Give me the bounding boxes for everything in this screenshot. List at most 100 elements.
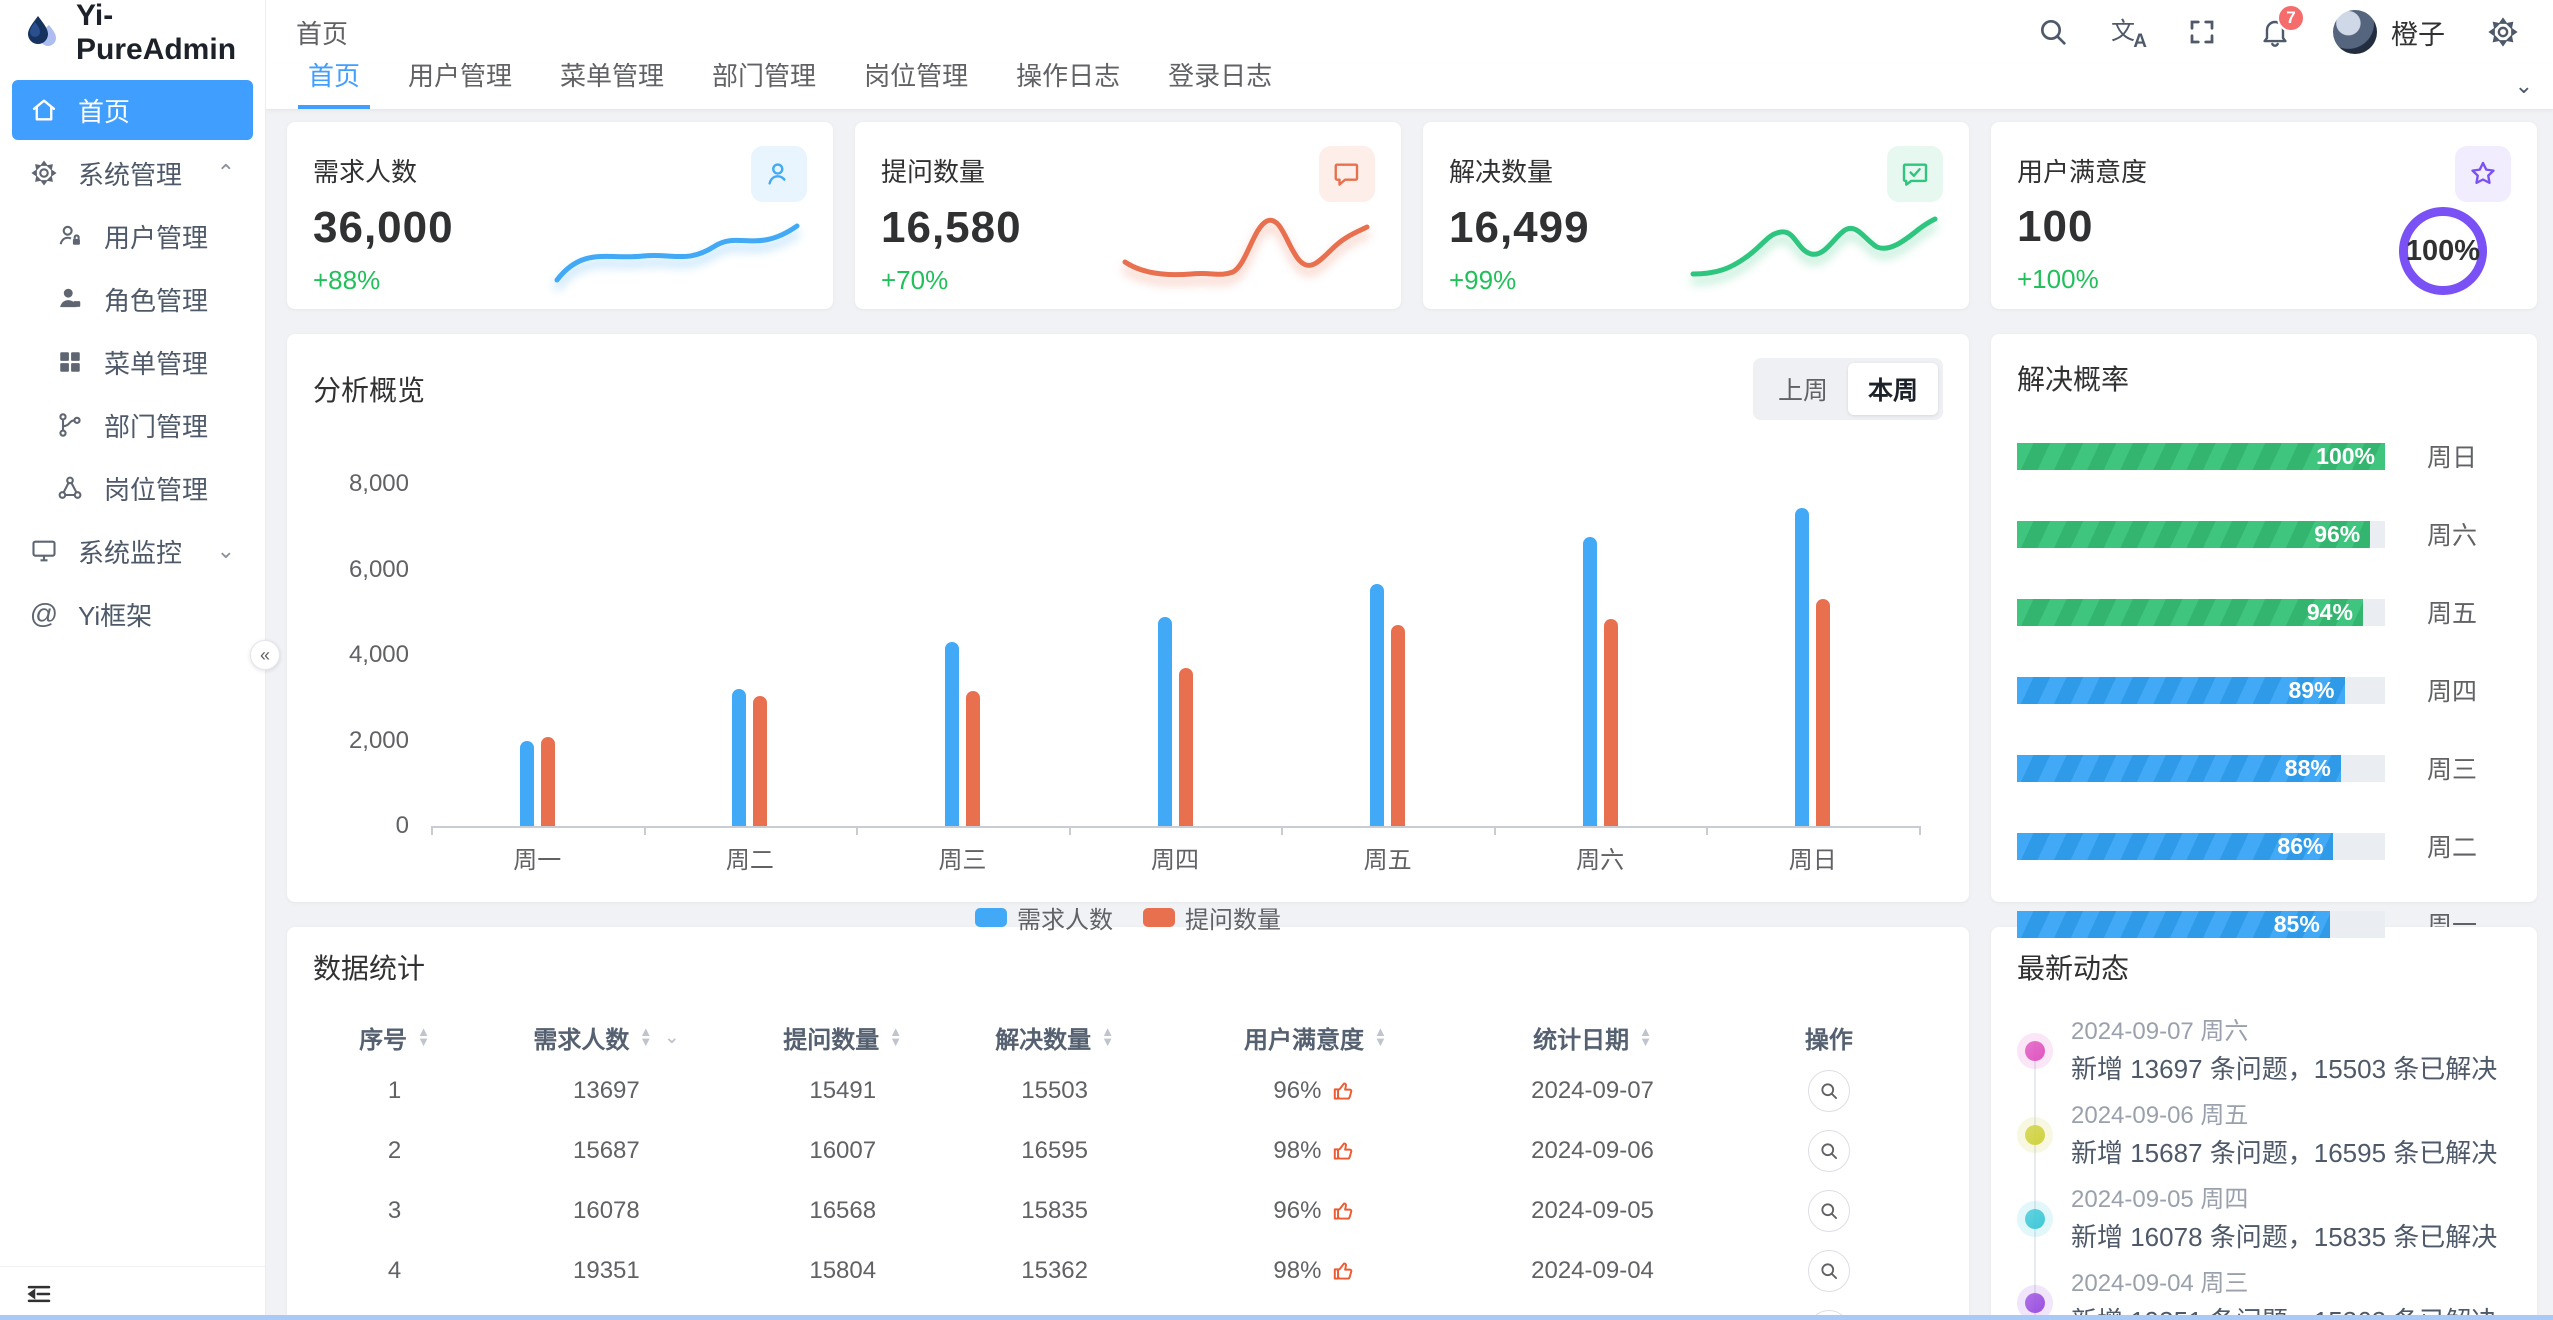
bar-groups: 周一 周二 周三 周四 周五 周六 周日 bbox=[431, 484, 1919, 874]
row-search-button[interactable] bbox=[1807, 1070, 1850, 1112]
fullscreen-icon[interactable] bbox=[2187, 17, 2217, 47]
chevron-down-icon: ⌄ bbox=[216, 538, 235, 563]
week-toggle: 上周 本周 bbox=[1752, 358, 1943, 420]
tab-部门管理[interactable]: 部门管理 bbox=[712, 61, 817, 91]
sort-carets-icon[interactable]: ▲ ▼ bbox=[1101, 1024, 1115, 1049]
questions-sparkline bbox=[1122, 217, 1370, 278]
menu-fold-icon[interactable] bbox=[24, 1279, 54, 1309]
tab-登录日志[interactable]: 登录日志 bbox=[1168, 61, 1273, 91]
settings-gear-icon[interactable] bbox=[2487, 16, 2519, 48]
analysis-overview-card: 分析概览 上周 本周 周一 周二 周三 周四 周五 周六 周日 8,000 6,000 4,000… bbox=[287, 334, 1969, 934]
user-icon bbox=[751, 146, 807, 202]
timeline-date: 2024-09-05 周四 bbox=[2071, 1186, 2249, 1213]
x-axis-label: 周五 bbox=[1363, 847, 1412, 874]
bar-group-周二: 周二 bbox=[644, 484, 857, 874]
progress-fill: 100% bbox=[2017, 442, 2385, 470]
satisfaction-ring: 100% bbox=[2399, 207, 2487, 295]
user-menu[interactable]: 橙子 bbox=[2333, 10, 2445, 54]
cell-satisfaction: 96% bbox=[1161, 1197, 1471, 1225]
column-header-用户满意度[interactable]: 用户满意度 ▲ ▼ bbox=[1161, 1020, 1471, 1055]
cell-no: 3 bbox=[387, 1197, 402, 1224]
progress-value: 96% bbox=[2314, 520, 2361, 547]
sort-carets-icon[interactable]: ▲ ▼ bbox=[639, 1024, 653, 1049]
sort-carets-icon[interactable]: ▲ ▼ bbox=[1373, 1024, 1387, 1049]
sidebar-item-system-monitor[interactable]: 系统监控 ⌄ bbox=[12, 521, 253, 581]
row-search-button[interactable] bbox=[1807, 1190, 1850, 1232]
cell-operation bbox=[1715, 1190, 1943, 1232]
sidebar-item-post-management[interactable]: 岗位管理 bbox=[12, 458, 253, 518]
x-axis-tick bbox=[431, 826, 433, 835]
table-row: 1 13697 15491 15503 96% 2024-09-07 bbox=[313, 1061, 1943, 1121]
sidebar-item-department-management[interactable]: 部门管理 bbox=[12, 395, 253, 455]
progress-day-label: 周五 bbox=[2427, 600, 2478, 628]
stat-card-satisfaction: 用户满意度 100 +100% 100% bbox=[1991, 122, 2537, 309]
cell-solved: 15362 bbox=[1021, 1257, 1088, 1284]
timeline-item: 2024-09-04 周三新增 19351 条问题，15362 条已解决 bbox=[2025, 1269, 2511, 1320]
column-header-提问数量[interactable]: 提问数量 ▲ ▼ bbox=[737, 1020, 949, 1055]
sidebar-collapse-button[interactable]: « bbox=[250, 640, 280, 670]
sidebar-item-user-management[interactable]: 用户管理 bbox=[12, 206, 253, 266]
progress-fill: 86% bbox=[2017, 832, 2334, 860]
sidebar-item-yi-framework[interactable]: @ Yi框架 bbox=[29, 598, 153, 631]
column-label: 解决数量 bbox=[995, 1026, 1092, 1054]
menu-grid-icon bbox=[54, 349, 86, 375]
sort-carets-icon[interactable]: ▲ ▼ bbox=[1639, 1024, 1652, 1049]
filter-chevron-down-icon[interactable]: ⌄ bbox=[664, 1026, 680, 1047]
sidebar-item-menu-management[interactable]: 菜单管理 bbox=[12, 332, 253, 392]
x-axis-tick bbox=[643, 826, 646, 835]
sort-carets-icon[interactable]: ▲ ▼ bbox=[417, 1024, 430, 1049]
bar-chart-plot: 周一 周二 周三 周四 周五 周六 周日 8,000 6,000 4,000 2,000 0 bbox=[349, 470, 1921, 874]
x-axis-tick bbox=[1281, 826, 1284, 835]
sidebar-item-role-management[interactable]: 角色管理 bbox=[12, 269, 253, 329]
column-header-统计日期[interactable]: 统计日期 ▲ ▼ bbox=[1470, 1020, 1715, 1055]
cell-date: 2024-09-07 bbox=[1531, 1077, 1654, 1104]
legend-item-提问数量[interactable]: 提问数量 bbox=[1143, 900, 1281, 935]
bar-提问数量 bbox=[1816, 599, 1831, 826]
demand-sparkline bbox=[554, 223, 800, 283]
notification-badge: 7 bbox=[2277, 4, 2305, 32]
sidebar-item-home[interactable]: 首页 bbox=[12, 80, 253, 140]
toggle-上周[interactable]: 上周 bbox=[1777, 377, 1828, 405]
row-search-button[interactable] bbox=[1807, 1250, 1850, 1292]
bar-group-周一: 周一 bbox=[431, 484, 644, 874]
x-axis-label: 周三 bbox=[938, 847, 987, 874]
column-header-序号[interactable]: 序号 ▲ ▼ bbox=[313, 1020, 476, 1055]
horizontal-scrollbar[interactable] bbox=[0, 1315, 2553, 1320]
x-axis-tick bbox=[1706, 826, 1709, 835]
tab-操作日志[interactable]: 操作日志 bbox=[1016, 61, 1121, 91]
toggle-本周[interactable]: 本周 bbox=[1847, 363, 1938, 415]
chat-icon bbox=[1319, 146, 1375, 202]
table-header-row: 序号 ▲ ▼ 需求人数 ▲ ▼ ⌄ 提问数量 ▲ ▼ 解决数量 ▲ ▼ 用户满意度 ▲ ▼ 统计日期 ▲ ▼ 操作 bbox=[313, 1013, 1943, 1061]
cell-satisfaction: 98% bbox=[1161, 1257, 1471, 1285]
progress-track: 96% bbox=[2017, 520, 2385, 548]
sidebar-item-system-management[interactable]: 系统管理 ⌃ bbox=[12, 143, 253, 203]
tab-用户管理[interactable]: 用户管理 bbox=[408, 61, 513, 91]
column-header-解决数量[interactable]: 解决数量 ▲ ▼ bbox=[949, 1020, 1161, 1055]
solve-rate-list: 100% 周日 96% 周六 94% 周五 89% 周四 88% 周三 86% 周二 85% 周一 bbox=[2017, 438, 2511, 942]
thumbs-up-icon bbox=[1331, 1138, 1357, 1164]
tab-岗位管理[interactable]: 岗位管理 bbox=[864, 61, 969, 91]
search-icon[interactable] bbox=[2037, 16, 2069, 48]
cell-demand: 16078 bbox=[573, 1197, 640, 1224]
progress-value: 89% bbox=[2288, 676, 2335, 703]
sidebar: Yi-PureAdmin 首页 系统管理 ⌃ bbox=[0, 0, 280, 1320]
legend-label: 提问数量 bbox=[1185, 907, 1281, 934]
tagbar-chevron-down-icon[interactable]: ⌄ bbox=[2514, 73, 2533, 98]
progress-fill: 88% bbox=[2017, 754, 2341, 782]
bar-提问数量 bbox=[753, 695, 768, 826]
timeline-desc: 新增 16078 条问题，15835 条已解决 bbox=[2071, 1222, 2498, 1252]
progress-fill: 89% bbox=[2017, 676, 2345, 704]
column-header-需求人数[interactable]: 需求人数 ▲ ▼ ⌄ bbox=[476, 1020, 737, 1055]
progress-value: 94% bbox=[2306, 598, 2353, 625]
notification-bell-icon[interactable]: 7 bbox=[2259, 4, 2305, 48]
progress-track: 89% bbox=[2017, 676, 2385, 704]
tab-菜单管理[interactable]: 菜单管理 bbox=[560, 61, 665, 91]
timeline-dot bbox=[2025, 1125, 2045, 1145]
tab-首页[interactable]: 首页 bbox=[298, 56, 371, 109]
row-search-button[interactable] bbox=[1807, 1130, 1850, 1172]
app-logo[interactable]: Yi-PureAdmin bbox=[0, 0, 265, 66]
sort-carets-icon[interactable]: ▲ ▼ bbox=[889, 1024, 903, 1049]
legend-item-需求人数[interactable]: 需求人数 bbox=[975, 900, 1113, 935]
